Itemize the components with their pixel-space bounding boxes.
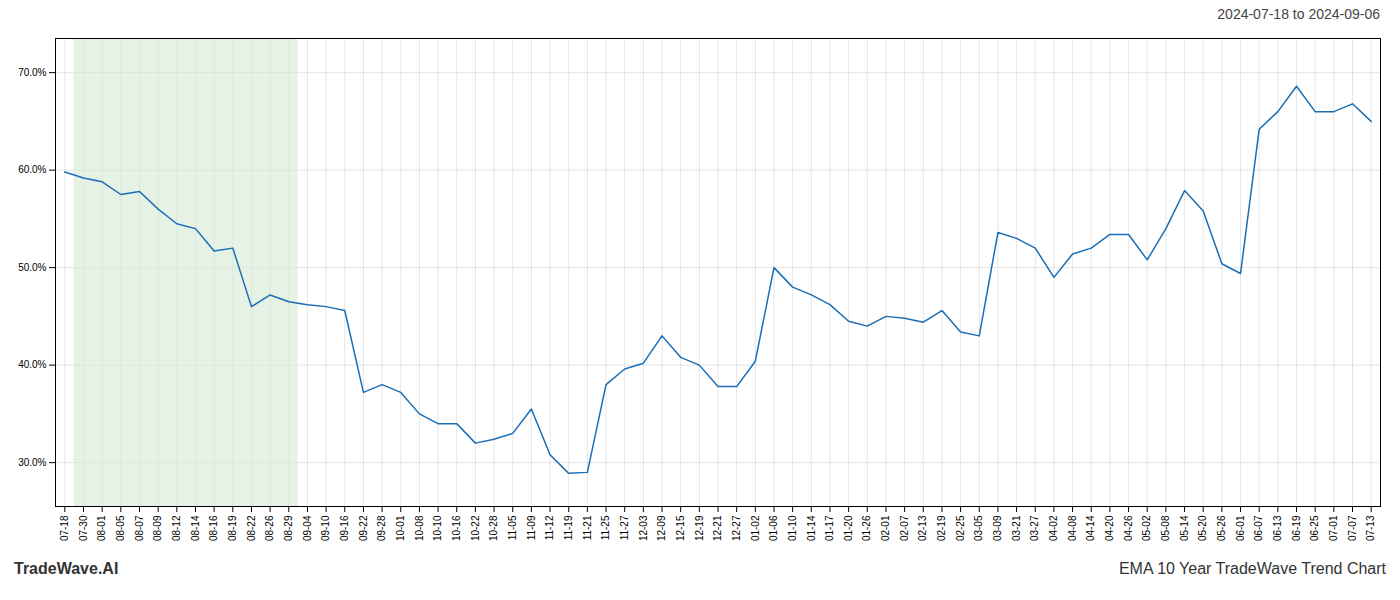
svg-text:12-21: 12-21: [712, 515, 723, 541]
svg-text:08-01: 08-01: [96, 515, 107, 541]
svg-text:11-09: 11-09: [526, 515, 537, 540]
svg-text:40.0%: 40.0%: [18, 359, 46, 370]
svg-text:08-26: 08-26: [264, 515, 275, 541]
svg-text:02-13: 02-13: [917, 515, 928, 541]
svg-text:04-08: 04-08: [1067, 515, 1078, 541]
svg-text:01-06: 01-06: [768, 515, 779, 541]
svg-text:01-02: 01-02: [750, 515, 761, 541]
svg-text:06-19: 06-19: [1291, 515, 1302, 541]
svg-text:05-20: 05-20: [1197, 515, 1208, 541]
svg-text:10-08: 10-08: [414, 515, 425, 541]
svg-text:12-03: 12-03: [638, 515, 649, 541]
svg-text:02-07: 02-07: [899, 515, 910, 541]
svg-text:11-21: 11-21: [582, 515, 593, 540]
svg-text:02-19: 02-19: [936, 515, 947, 541]
svg-text:04-26: 04-26: [1123, 515, 1134, 541]
svg-text:10-16: 10-16: [451, 515, 462, 541]
svg-text:04-02: 04-02: [1048, 515, 1059, 541]
svg-text:07-01: 07-01: [1328, 515, 1339, 541]
svg-text:08-05: 08-05: [115, 515, 126, 541]
svg-text:10-22: 10-22: [470, 515, 481, 541]
html-text:2024-07-18 to 2024-09-06: 2024-07-18 to 2024-09-06: [1217, 6, 1380, 22]
svg-text:05-14: 05-14: [1179, 515, 1190, 541]
svg-text:08-09: 08-09: [152, 515, 163, 541]
svg-text:11-27: 11-27: [619, 515, 630, 540]
svg-text:06-13: 06-13: [1272, 515, 1283, 541]
svg-text:03-09: 03-09: [992, 515, 1003, 541]
svg-text:08-22: 08-22: [246, 515, 257, 541]
svg-text:12-09: 12-09: [656, 515, 667, 541]
svg-text:12-15: 12-15: [675, 515, 686, 541]
svg-text:04-14: 04-14: [1085, 515, 1096, 541]
svg-text:01-14: 01-14: [806, 515, 817, 541]
svg-text:09-22: 09-22: [358, 515, 369, 541]
svg-text:03-05: 03-05: [973, 515, 984, 541]
svg-text:11-05: 11-05: [507, 515, 518, 540]
svg-text:03-27: 03-27: [1029, 515, 1040, 541]
svg-text:01-26: 01-26: [861, 515, 872, 541]
svg-text:06-01: 06-01: [1235, 515, 1246, 541]
svg-text:11-25: 11-25: [600, 515, 611, 540]
svg-text:70.0%: 70.0%: [18, 67, 46, 78]
svg-text:07-07: 07-07: [1347, 515, 1358, 541]
svg-text:09-10: 09-10: [320, 515, 331, 541]
svg-text:07-13: 07-13: [1365, 515, 1376, 541]
svg-text:09-16: 09-16: [339, 515, 350, 541]
svg-text:10-01: 10-01: [395, 515, 406, 541]
svg-text:07-18: 07-18: [59, 515, 70, 541]
html-text:EMA 10 Year TradeWave Trend Ch: EMA 10 Year TradeWave Trend Chart: [1118, 560, 1386, 577]
svg-text:04-20: 04-20: [1104, 515, 1115, 541]
svg-text:08-29: 08-29: [283, 515, 294, 541]
svg-text:12-19: 12-19: [694, 515, 705, 541]
svg-text:30.0%: 30.0%: [18, 457, 46, 468]
svg-text:06-25: 06-25: [1309, 515, 1320, 541]
svg-text:09-28: 09-28: [376, 515, 387, 541]
svg-text:02-01: 02-01: [880, 515, 891, 541]
svg-text:08-16: 08-16: [208, 515, 219, 541]
svg-text:02-25: 02-25: [955, 515, 966, 541]
svg-text:05-08: 05-08: [1160, 515, 1171, 541]
svg-text:10-28: 10-28: [488, 515, 499, 541]
svg-text:08-19: 08-19: [227, 515, 238, 541]
html-text:TradeWave.AI: TradeWave.AI: [14, 560, 119, 577]
svg-text:06-07: 06-07: [1253, 515, 1264, 541]
svg-text:11-19: 11-19: [563, 515, 574, 540]
svg-text:10-10: 10-10: [432, 515, 443, 541]
svg-text:08-12: 08-12: [171, 515, 182, 541]
svg-text:05-02: 05-02: [1141, 515, 1152, 541]
svg-text:05-26: 05-26: [1216, 515, 1227, 541]
svg-text:12-27: 12-27: [731, 515, 742, 541]
svg-text:01-10: 01-10: [787, 515, 798, 541]
svg-text:03-21: 03-21: [1011, 515, 1022, 541]
svg-text:11-12: 11-12: [544, 515, 555, 540]
svg-text:50.0%: 50.0%: [18, 262, 46, 273]
svg-text:09-04: 09-04: [302, 515, 313, 541]
svg-text:07-30: 07-30: [78, 515, 89, 541]
svg-text:08-07: 08-07: [134, 515, 145, 541]
svg-text:01-20: 01-20: [843, 515, 854, 541]
svg-text:01-17: 01-17: [824, 515, 835, 541]
svg-text:08-14: 08-14: [190, 515, 201, 541]
svg-text:60.0%: 60.0%: [18, 164, 46, 175]
